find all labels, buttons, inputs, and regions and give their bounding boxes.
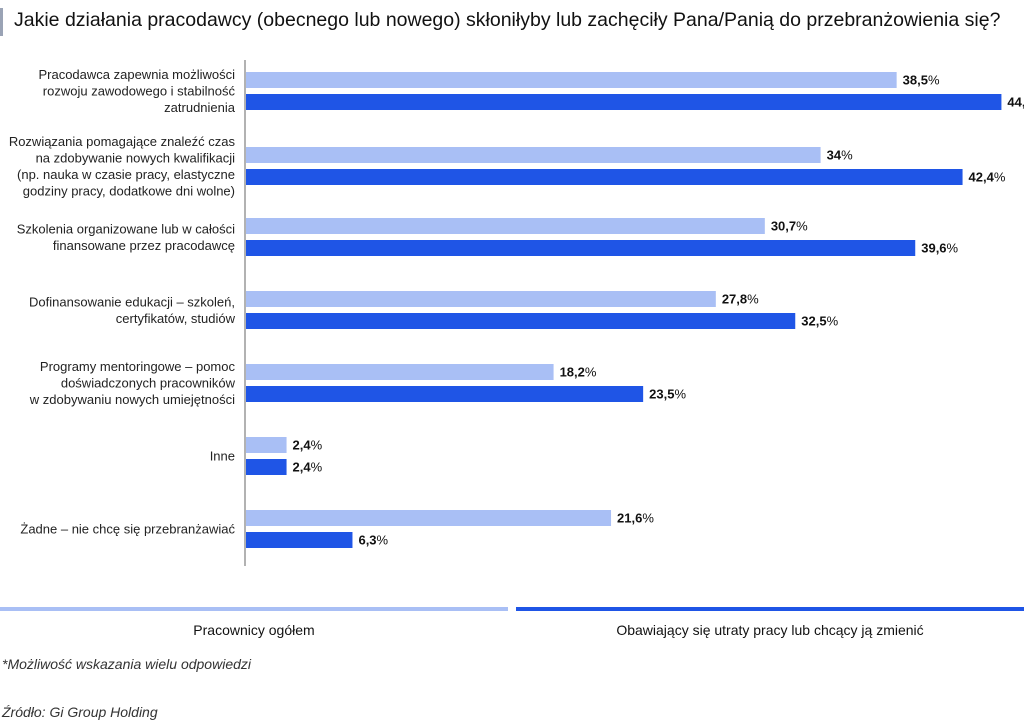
data-label: 42,4% (969, 170, 1006, 185)
data-label: 2,4% (293, 460, 323, 475)
data-label: 44,7% (1007, 95, 1024, 110)
data-label: 2,4% (293, 438, 323, 453)
category-label: Żadne – nie chcę się przebranżawiać (20, 522, 235, 537)
bar-series-b (246, 169, 963, 185)
data-label: 18,2% (560, 365, 597, 380)
legend-swatch-series-b (516, 607, 1024, 611)
bar-series-b (246, 386, 644, 402)
category-label: Dofinansowanie edukacji – szkoleń, certyf… (29, 294, 236, 326)
bar-series-a (246, 437, 287, 453)
data-label: 39,6% (921, 241, 958, 256)
legend: Pracownicy ogółem Obawiający się utraty … (0, 607, 1024, 647)
legend-label-series-a: Pracownicy ogółem (193, 622, 315, 638)
bar-series-a (246, 147, 821, 163)
data-label: 34% (827, 148, 853, 163)
category-label: Szkolenia organizowane lub w całości fina… (17, 221, 235, 253)
legend-label-series-b: Obawiający się utraty pracy lub chcący j… (616, 622, 924, 638)
chart-title: Jakie działania pracodawcy (obecnego lub… (14, 9, 1001, 31)
source-note: Źródło: Gi Group Holding (2, 704, 158, 720)
category-label: Rozwiązania pomagające znaleźć czas na zd… (9, 134, 236, 199)
category-label: Inne (210, 449, 235, 464)
category-label: Programy mentoringowe – pomoc doświadczon… (29, 359, 236, 407)
footnote: *Możliwość wskazania wielu odpowiedzi (2, 656, 251, 672)
bar-chart: Pracodawca zapewnia możliwości rozwoju za… (9, 60, 1024, 566)
bar-series-a (246, 510, 612, 526)
data-label: 6,3% (358, 533, 388, 548)
title-accent-bar (0, 8, 3, 36)
data-label: 30,7% (771, 219, 808, 234)
bar-series-b (246, 240, 916, 256)
bar-series-a (246, 364, 554, 380)
bar-series-a (246, 72, 897, 88)
data-label: 27,8% (722, 292, 759, 307)
bar-series-a (246, 291, 716, 307)
data-label: 32,5% (801, 314, 838, 329)
bar-series-b (246, 532, 353, 548)
data-label: 21,6% (617, 511, 654, 526)
bar-series-a (246, 218, 765, 234)
category-label: Pracodawca zapewnia możliwości rozwoju za… (38, 67, 235, 115)
bar-series-b (246, 459, 287, 475)
data-label: 38,5% (903, 73, 940, 88)
bar-series-b (246, 94, 1002, 110)
legend-swatch-series-a (0, 607, 508, 611)
data-label: 23,5% (649, 387, 686, 402)
bar-series-b (246, 313, 796, 329)
